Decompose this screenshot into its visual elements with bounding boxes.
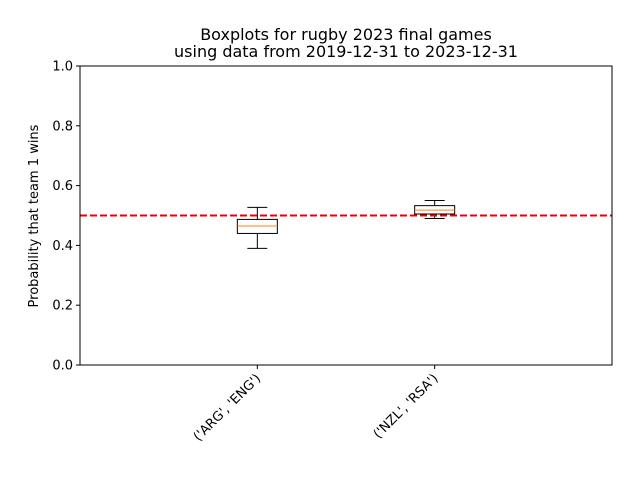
y-tick-label: 0.6 xyxy=(52,179,73,194)
x-tick-label: ('ARG', 'ENG') xyxy=(191,371,264,444)
y-tick-label: 0.8 xyxy=(52,119,73,134)
plot-area xyxy=(80,200,612,249)
chart-title: Boxplots for rugby 2023 final games xyxy=(200,25,492,44)
box-1 xyxy=(236,206,278,249)
y-tick-label: 0.2 xyxy=(52,299,73,314)
y-tick-label: 1.0 xyxy=(52,60,73,75)
y-tick-label: 0.0 xyxy=(52,359,73,374)
y-tick-label: 0.4 xyxy=(52,239,73,254)
axes-frame xyxy=(79,65,613,366)
y-axis-ticks: 0.0 0.2 0.4 0.6 0.8 1.0 xyxy=(52,60,80,374)
y-axis-label: Probability that team 1 wins xyxy=(27,124,42,307)
chart-subtitle: using data from 2019-12-31 to 2023-12-31 xyxy=(174,42,518,61)
x-tick-label: ('NZL', 'RSA') xyxy=(371,371,442,442)
x-axis-ticks: ('ARG', 'ENG') ('NZL', 'RSA') xyxy=(191,365,442,445)
